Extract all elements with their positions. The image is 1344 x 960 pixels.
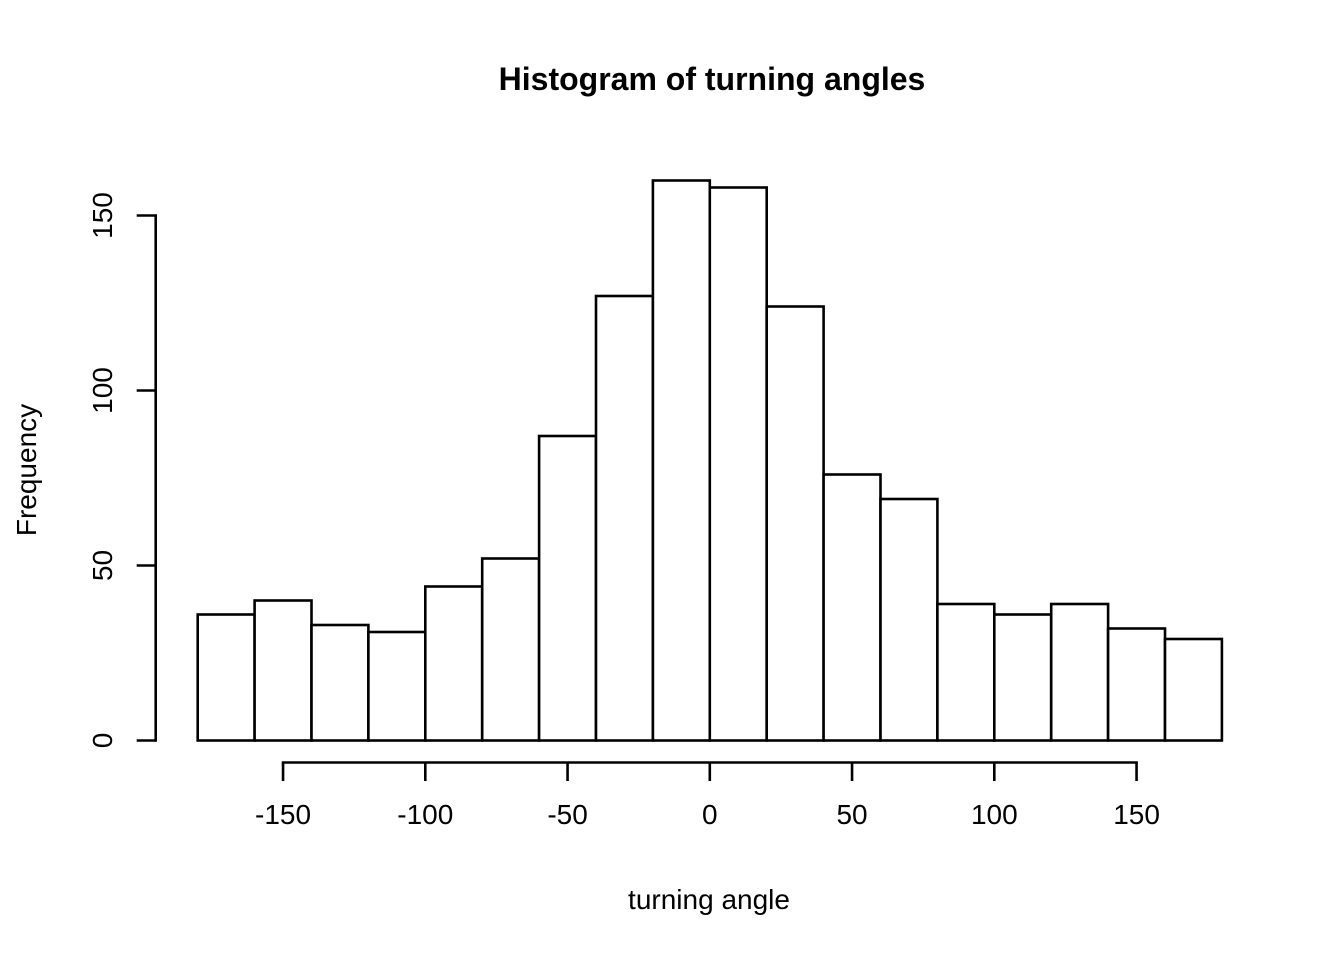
x-tick-label: 150 — [1113, 799, 1160, 830]
histogram-bar — [423, 585, 484, 742]
histogram-bar — [537, 434, 598, 742]
histogram-bar — [594, 294, 655, 742]
histogram-bar — [879, 497, 939, 742]
histogram-bar — [992, 613, 1053, 742]
histogram-bar — [1163, 637, 1224, 742]
histogram-bar — [367, 630, 427, 742]
x-axis-title: turning angle — [628, 884, 790, 915]
y-tick-label: 0 — [87, 733, 118, 749]
histogram-bar — [253, 599, 313, 742]
x-tick-label: 100 — [971, 799, 1018, 830]
histogram-bar — [765, 305, 825, 742]
histogram-bar — [1049, 602, 1110, 742]
chart-title: Histogram of turning angles — [498, 61, 926, 97]
x-tick-label: -100 — [397, 799, 453, 830]
histogram-bar — [708, 186, 768, 742]
y-tick-label: 150 — [87, 192, 118, 239]
histogram-bar — [480, 557, 541, 742]
y-axis-title: Frequency — [11, 403, 42, 537]
x-tick-label: -150 — [255, 799, 311, 830]
y-tick-label: 100 — [87, 367, 118, 414]
x-tick-label: 50 — [836, 799, 867, 830]
histogram-bar — [936, 602, 996, 742]
histogram-bar — [822, 473, 882, 742]
histogram-bar — [310, 623, 370, 742]
histogram-bar — [1106, 627, 1167, 742]
x-tick-label: 0 — [702, 799, 718, 830]
histogram-bar — [651, 179, 712, 742]
x-tick-label: -50 — [547, 799, 587, 830]
histogram-bar — [196, 613, 256, 742]
y-tick-label: 50 — [87, 550, 118, 581]
